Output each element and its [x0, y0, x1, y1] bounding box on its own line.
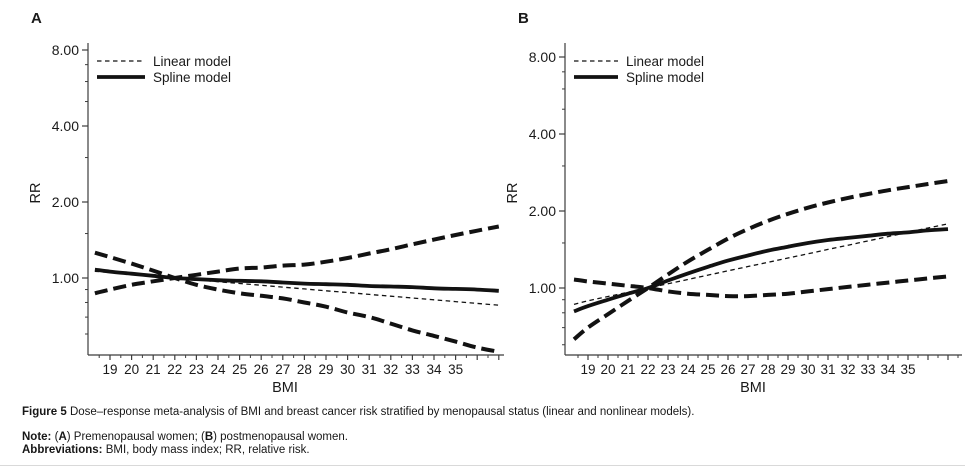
caption-text: ) postmenopausal women. — [213, 430, 349, 443]
caption-bold-text: Figure 5 — [22, 406, 70, 418]
caption-bold-text: Abbreviations: — [22, 444, 106, 456]
x-tick-label: 28 — [760, 362, 775, 377]
ci-band-descending-path — [573, 274, 949, 299]
x-tick-label: 27 — [275, 362, 290, 377]
figure-caption: Figure 5 Dose–response meta-analysis of … — [22, 406, 952, 458]
caption-bold-text: Note: — [22, 430, 55, 443]
x-tick-label: 19 — [102, 362, 117, 377]
x-tick-label: 29 — [780, 362, 795, 377]
x-tick-label: 28 — [297, 362, 312, 377]
x-tick-label: 31 — [820, 362, 835, 377]
ci-band-descending-path — [94, 250, 500, 354]
caption-abbreviations-line: Abbreviations: BMI, body mass index; RR,… — [22, 444, 952, 458]
x-tick-label: 21 — [620, 362, 635, 377]
x-tick-label: 24 — [680, 362, 696, 377]
caption-text: Dose–response meta-analysis of BMI and b… — [69, 406, 695, 418]
linear-model-path — [94, 270, 499, 306]
y-tick-label: 2.00 — [529, 203, 556, 219]
linear-model-path — [573, 223, 949, 306]
ci-band-ascending-path — [94, 224, 500, 296]
caption-note-line: Note: (A) Premenopausal women; (B) postm… — [22, 431, 952, 445]
x-tick-label: 21 — [146, 362, 161, 377]
x-tick-label: 20 — [600, 362, 615, 377]
panel-a-chart: 8.00 4.00 2.00 1.00 19 20 21 22 23 24 25 26 27 28 29 30… — [28, 42, 504, 396]
x-tick-label: 32 — [383, 362, 398, 377]
x-tick-label: 27 — [740, 362, 755, 377]
x-tick-label: 33 — [860, 362, 875, 377]
x-tick-label: 35 — [448, 362, 463, 377]
x-tick-label: 26 — [254, 362, 269, 377]
y-tick-label: 8.00 — [529, 49, 556, 65]
caption-bold-text: B — [204, 430, 214, 443]
x-tick-label: 26 — [720, 362, 735, 377]
y-tick-label: 8.00 — [52, 42, 79, 58]
caption-bold-text: A — [58, 430, 67, 443]
x-tick-label: 25 — [232, 362, 247, 377]
legend-label: Spline model — [153, 70, 231, 85]
y-axis-title: RR — [28, 183, 44, 204]
bottom-divider — [0, 465, 965, 466]
x-tick-label: 33 — [405, 362, 420, 377]
x-tick-label: 22 — [167, 362, 182, 377]
x-tick-label: 19 — [580, 362, 595, 377]
x-tick-label: 20 — [124, 362, 139, 377]
x-tick-label: 23 — [660, 362, 675, 377]
x-tick-label: 35 — [900, 362, 915, 377]
panel-a-letter: A — [31, 10, 42, 27]
legend-label: Linear model — [626, 54, 704, 69]
panel-b-letter: B — [518, 10, 529, 27]
x-tick-label: 29 — [318, 362, 333, 377]
spline-model-path — [573, 227, 949, 314]
x-tick-label: 30 — [800, 362, 815, 377]
legend-label: Spline model — [626, 70, 704, 85]
caption-text: ) Premenopausal women; ( — [66, 430, 205, 443]
x-tick-label: 30 — [340, 362, 355, 377]
x-axis-title: BMI — [272, 380, 298, 396]
x-tick-label: 25 — [700, 362, 715, 377]
caption-title-line: Figure 5 Dose–response meta-analysis of … — [22, 406, 952, 420]
x-tick-label: 22 — [640, 362, 655, 377]
caption-text: ( — [54, 430, 59, 443]
y-tick-label: 4.00 — [529, 126, 556, 142]
x-tick-label: 34 — [880, 362, 896, 377]
x-tick-label: 23 — [189, 362, 204, 377]
panel-b-chart: 8.00 4.00 2.00 1.00 19 20 21 22 23 24 25 26 27 28 29 30… — [505, 43, 962, 396]
y-tick-label: 1.00 — [52, 270, 79, 286]
y-tick-label: 1.00 — [529, 280, 556, 296]
ci-band-ascending-path — [572, 179, 949, 341]
x-axis-title: BMI — [740, 380, 766, 396]
legend-label: Linear model — [153, 54, 231, 69]
y-tick-label: 4.00 — [52, 118, 79, 134]
y-tick-label: 2.00 — [52, 194, 79, 210]
x-tick-label: 24 — [210, 362, 226, 377]
y-axis-title: RR — [505, 183, 521, 204]
caption-text: BMI, body mass index; RR, relative risk. — [105, 444, 310, 456]
x-tick-label: 31 — [362, 362, 377, 377]
x-tick-label: 34 — [426, 362, 442, 377]
x-tick-label: 32 — [840, 362, 855, 377]
